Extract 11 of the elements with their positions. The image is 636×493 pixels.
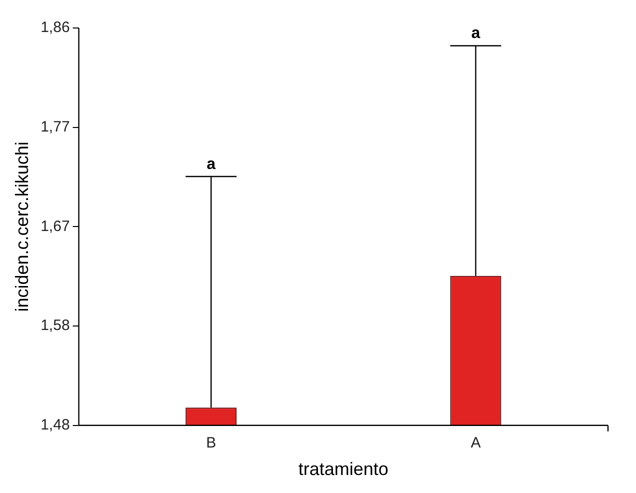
annotation: a bbox=[471, 25, 480, 42]
y-axis-title: inciden.c.cerc.kikuchi bbox=[12, 142, 32, 312]
y-tick-label: 1,48 bbox=[40, 416, 70, 434]
y-tick-label: 1,86 bbox=[40, 19, 70, 36]
x-tick-label: B bbox=[206, 434, 216, 452]
y-tick-label: 1,58 bbox=[40, 317, 70, 334]
y-tick-label: 1,77 bbox=[40, 118, 70, 136]
annotation: a bbox=[206, 156, 216, 173]
x-tick-label: A bbox=[470, 434, 481, 452]
x-axis-title: tratamiento bbox=[298, 459, 388, 480]
y-tick-label: 1,67 bbox=[40, 218, 70, 235]
